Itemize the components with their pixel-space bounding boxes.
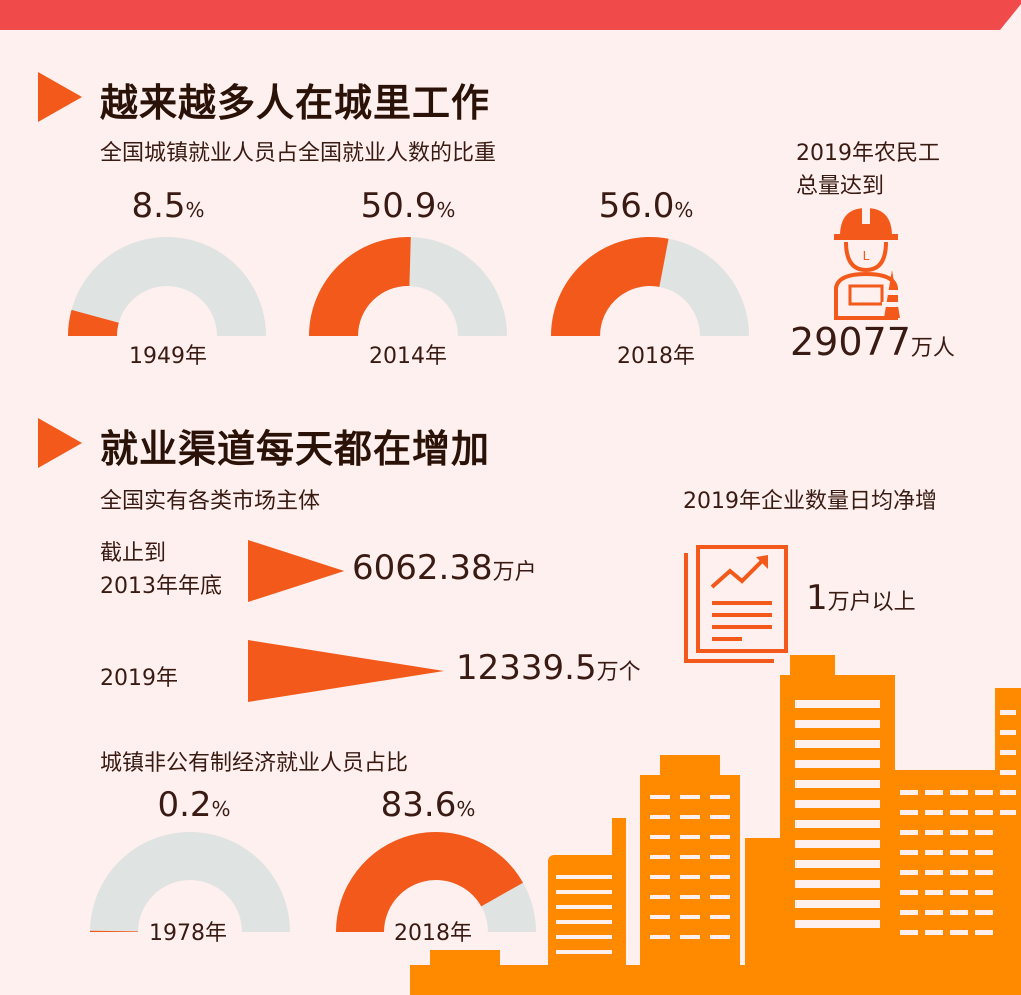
construction-worker-icon: L: [834, 204, 902, 320]
gauge-2018b-value: 83.6%: [380, 785, 476, 825]
gauge-1978-track: [90, 832, 290, 932]
gauge-2018-fill: [551, 236, 669, 336]
gauge-2018-year: 2018年: [617, 344, 695, 369]
gauge-2014-year: 2014年: [369, 344, 447, 369]
market-bar-0: [248, 540, 345, 602]
market-bar-1: [248, 640, 444, 702]
section1-subtitle: 全国城镇就业人员占全国就业人数的比重: [100, 141, 497, 166]
gauge-1949-year: 1949年: [129, 344, 207, 369]
section2-subtitle: 全国实有各类市场主体: [100, 489, 321, 514]
gauge-1978-year: 1978年: [149, 921, 227, 946]
migrant-title-line2: 总量达到: [796, 174, 885, 199]
nonpublic-subtitle: 城镇非公有制经济就业人员占比: [100, 751, 409, 776]
gauge-2014-value: 50.9%: [360, 186, 456, 226]
top-banner-bar: [0, 0, 1021, 30]
bar-2019-value: 12339.5万个: [456, 648, 641, 688]
section2-arrow-icon: [38, 418, 82, 468]
svg-text:L: L: [863, 249, 870, 263]
gauge-1949-fill: [68, 309, 119, 336]
bar-2013-value: 6062.38万户: [352, 548, 537, 588]
growth-report-icon: [684, 545, 788, 663]
bar-2013-label-line1: 截止到: [100, 541, 167, 566]
migrant-total: 29077万人: [790, 320, 955, 364]
migrant-title-line1: 2019年农民工: [796, 141, 940, 166]
gauge-1978-value: 0.2%: [157, 785, 231, 825]
section1-arrow-icon: [38, 72, 82, 122]
gauge-2018b-fill: [336, 831, 524, 932]
gauge-1949-track: [68, 237, 266, 336]
section1-title: 越来越多人在城里工作: [100, 81, 491, 125]
bar-2013-label-line2: 2013年年底: [100, 574, 222, 599]
gauge-1949-value: 8.5%: [131, 186, 205, 226]
gauge-2018b-year: 2018年: [394, 921, 472, 946]
gauge-2018-value: 56.0%: [598, 186, 694, 226]
gauge-2014-fill: [309, 237, 411, 336]
section2-title: 就业渠道每天都在增加: [100, 427, 491, 471]
enterprise-title: 2019年企业数量日均净增: [683, 489, 937, 514]
enterprise-value: 1万户以上: [806, 578, 916, 618]
bar-2019-label: 2019年: [100, 666, 178, 691]
gauge-1978-fill: [90, 930, 138, 932]
